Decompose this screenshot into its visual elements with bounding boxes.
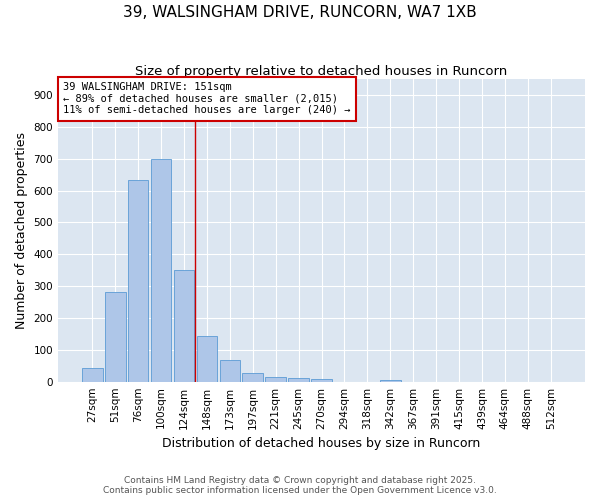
Text: 39 WALSINGHAM DRIVE: 151sqm
← 89% of detached houses are smaller (2,015)
11% of : 39 WALSINGHAM DRIVE: 151sqm ← 89% of det… (64, 82, 351, 116)
Bar (288, 378, 309, 382)
Bar (82, 368, 103, 382)
Y-axis label: Number of detached properties: Number of detached properties (15, 132, 28, 329)
Bar (197, 336, 217, 382)
Bar (105, 292, 125, 382)
Bar (380, 380, 401, 382)
Text: 39, WALSINGHAM DRIVE, RUNCORN, WA7 1XB: 39, WALSINGHAM DRIVE, RUNCORN, WA7 1XB (123, 5, 477, 20)
Bar (265, 377, 286, 382)
X-axis label: Distribution of detached houses by size in Runcorn: Distribution of detached houses by size … (163, 437, 481, 450)
Bar (242, 373, 263, 382)
Text: Contains HM Land Registry data © Crown copyright and database right 2025.
Contai: Contains HM Land Registry data © Crown c… (103, 476, 497, 495)
Bar (220, 360, 240, 382)
Bar (151, 159, 172, 382)
Title: Size of property relative to detached houses in Runcorn: Size of property relative to detached ho… (136, 65, 508, 78)
Bar (311, 379, 332, 382)
Bar (173, 270, 194, 382)
Bar (128, 180, 148, 382)
